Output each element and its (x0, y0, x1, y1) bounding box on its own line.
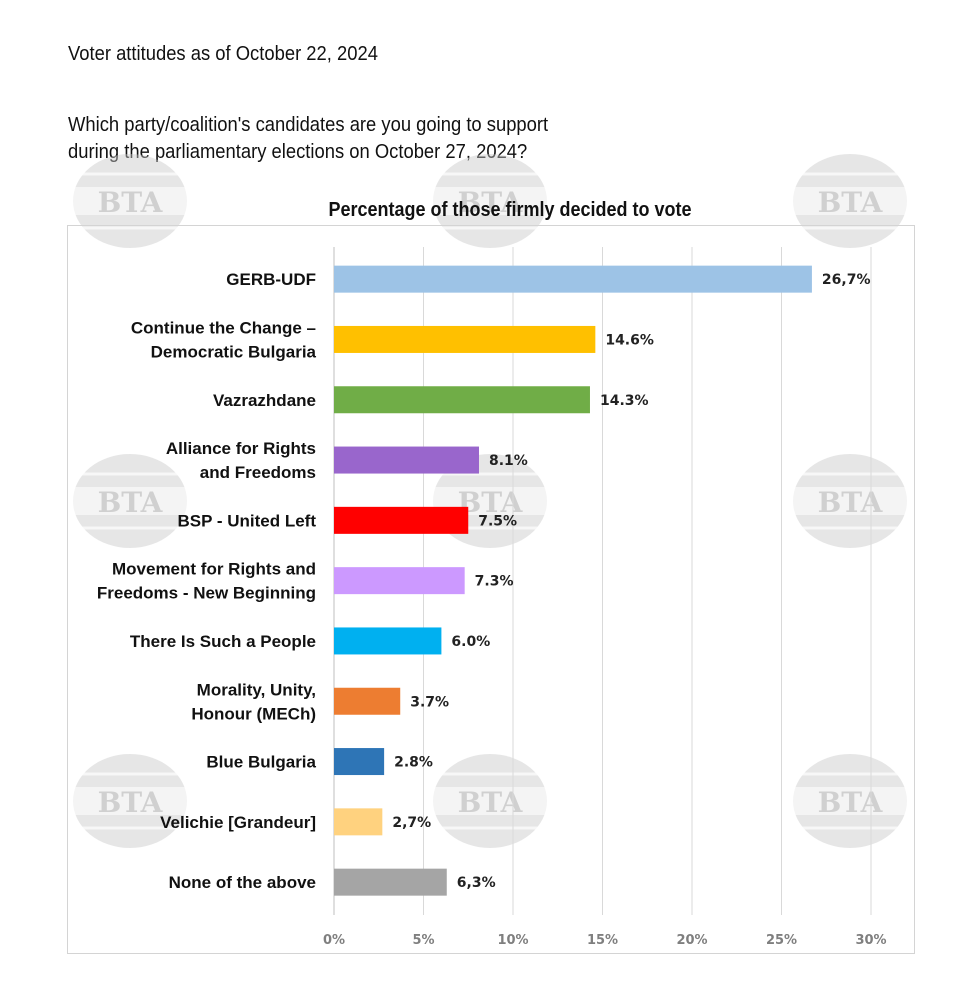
x-tick-label: 10% (497, 933, 528, 948)
bar (334, 567, 465, 595)
data-label: 14.6% (605, 332, 654, 348)
category-label-line: There Is Such a People (130, 632, 316, 651)
category-label-line: and Freedoms (200, 463, 316, 482)
category-label: Velichie [Grandeur] (160, 813, 316, 832)
category-label-line: Velichie [Grandeur] (160, 813, 316, 832)
category-label: None of the above (169, 873, 316, 892)
x-tick-label: 25% (766, 933, 797, 948)
category-label: There Is Such a People (130, 632, 316, 651)
x-tick-label: 20% (676, 933, 707, 948)
chart-frame (67, 225, 915, 954)
x-tick-label: 0% (323, 933, 345, 948)
category-label: Vazrazhdane (213, 391, 316, 410)
data-label: 26,7% (822, 272, 871, 288)
data-label: 7.3% (475, 574, 514, 590)
category-label-line: Democratic Bulgaria (151, 342, 317, 361)
data-label: 3.7% (410, 694, 449, 710)
watermark-logo: BTA (792, 454, 908, 548)
chart-title: Percentage of those firmly decided to vo… (328, 199, 692, 221)
bar (334, 748, 385, 776)
category-label: Alliance for Rights and Freedoms (166, 439, 316, 482)
category-label-line: None of the above (169, 873, 316, 892)
bar (334, 808, 383, 836)
survey-question-line-2: during the parliamentary elections on Oc… (68, 141, 528, 163)
category-label-line: Continue the Change – (131, 318, 316, 337)
category-label-line: GERB-UDF (226, 270, 316, 289)
category-label-line: Blue Bulgaria (206, 753, 316, 772)
category-label: Morality, Unity, Honour (MECh) (191, 680, 316, 723)
x-tick-label: 5% (412, 933, 434, 948)
svg-text:BTA: BTA (98, 786, 164, 819)
data-label: 2.8% (394, 755, 433, 771)
category-label: GERB-UDF (226, 270, 316, 289)
bar (334, 446, 479, 474)
category-label: Blue Bulgaria (206, 753, 316, 772)
survey-question-line-1: Which party/coalition's candidates are y… (68, 114, 549, 136)
watermark-logo: BTA (72, 154, 188, 248)
bar (334, 386, 590, 414)
bar (334, 506, 469, 534)
data-label: 6,3% (457, 875, 496, 891)
survey-question: Which party/coalition's candidates are y… (68, 112, 548, 166)
category-label-line: BSP - United Left (177, 511, 316, 530)
watermark-logo: BTA (432, 154, 548, 248)
svg-text:BTA: BTA (818, 786, 884, 819)
category-label-line: Honour (MECh) (191, 704, 316, 723)
data-label: 6.0% (451, 634, 490, 650)
watermark-logo: BTA (72, 454, 188, 548)
category-label: Movement for Rights and Freedoms - New Be… (97, 560, 316, 603)
survey-date-line: Voter attitudes as of October 22, 2024 (68, 43, 378, 65)
watermark-logo: BTA (792, 154, 908, 248)
data-label: 2,7% (392, 815, 431, 831)
bar (334, 687, 401, 715)
watermark-logo: BTA (792, 754, 908, 848)
bar (334, 627, 442, 655)
data-label: 14.3% (600, 393, 649, 409)
category-label: Continue the Change – Democratic Bulgaria (131, 318, 317, 361)
x-tick-label: 30% (855, 933, 886, 948)
watermark-logo: BTA (72, 754, 188, 848)
svg-text:BTA: BTA (818, 186, 884, 219)
category-label: BSP - United Left (177, 511, 316, 530)
data-label: 7.5% (478, 513, 517, 529)
x-tick-label: 15% (587, 933, 618, 948)
category-label-line: Alliance for Rights (166, 439, 316, 458)
category-label-line: Vazrazhdane (213, 391, 316, 410)
category-label-line: Movement for Rights and (112, 560, 316, 579)
category-label-line: Freedoms - New Beginning (97, 584, 316, 603)
svg-text:BTA: BTA (98, 186, 164, 219)
svg-text:BTA: BTA (98, 486, 164, 519)
bar (334, 868, 447, 896)
category-label-line: Morality, Unity, (197, 680, 316, 699)
svg-text:BTA: BTA (818, 486, 884, 519)
data-label: 8.1% (489, 453, 528, 469)
bar (334, 265, 812, 293)
svg-text:BTA: BTA (458, 186, 524, 219)
bar (334, 325, 596, 353)
